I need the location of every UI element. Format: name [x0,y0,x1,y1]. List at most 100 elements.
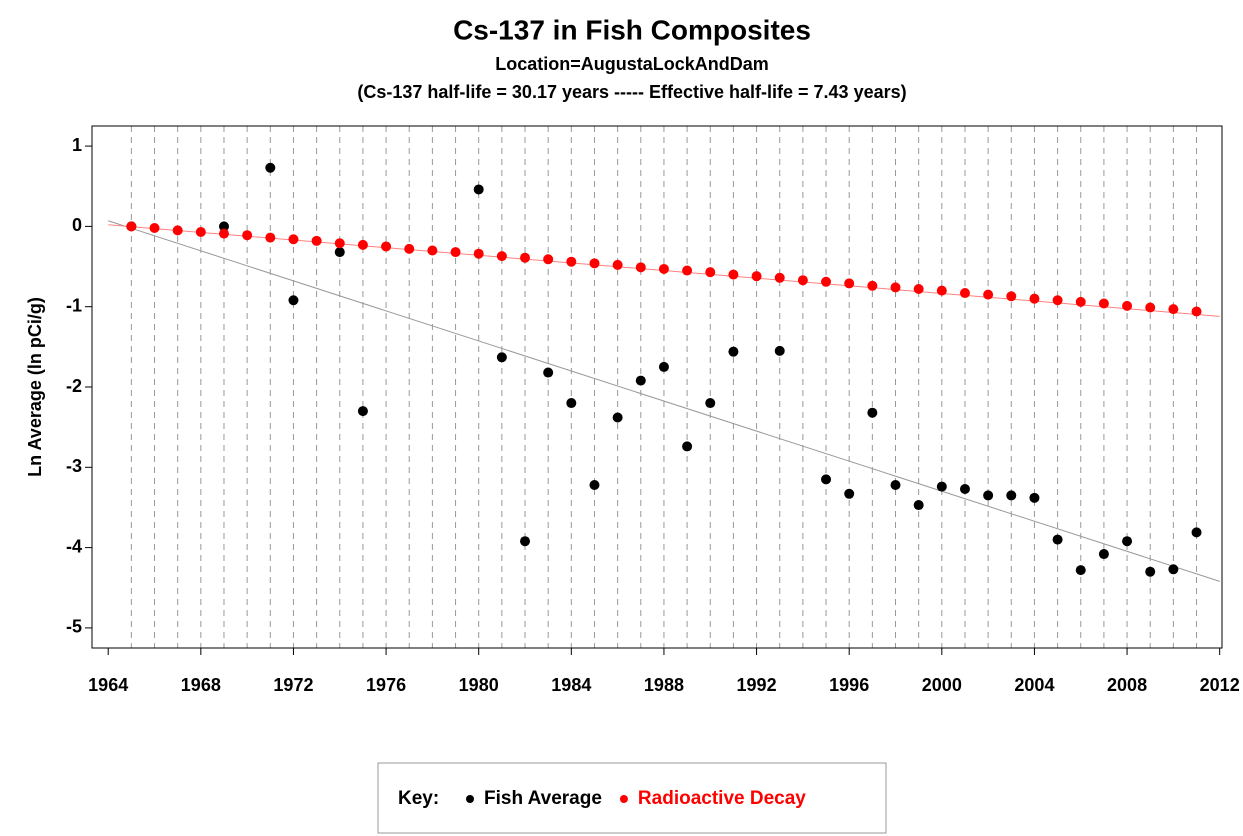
point [844,278,855,289]
point [589,479,600,490]
y-tick-label: 1 [72,135,82,155]
point [311,235,322,246]
x-tick-label: 1964 [88,675,128,695]
point [1029,293,1040,304]
chart-subtitle: Location=AugustaLockAndDam [495,54,769,74]
point [334,247,345,258]
point [1145,302,1156,313]
point [1052,295,1063,306]
x-tick-label: 1992 [737,675,777,695]
point [195,227,206,238]
point [566,256,577,267]
x-tick-label: 2004 [1014,675,1054,695]
legend-marker [466,795,474,803]
trend-line [108,220,1220,582]
point [682,265,693,276]
point [959,288,970,299]
point [728,269,739,280]
point [543,254,554,265]
point [774,345,785,356]
x-tick-label: 1976 [366,675,406,695]
point [496,352,507,363]
x-tick-label: 1988 [644,675,684,695]
point [1191,306,1202,317]
point [357,406,368,417]
point [821,276,832,287]
point [334,238,345,249]
point [1029,492,1040,503]
point [797,275,808,286]
point [1122,536,1133,547]
point [357,239,368,250]
y-tick-label: -4 [66,536,82,556]
point [496,251,507,262]
point [913,284,924,295]
point [890,479,901,490]
legend-marker [619,795,628,803]
point [728,346,739,357]
point [1006,291,1017,302]
point [172,225,183,236]
point [936,481,947,492]
y-tick-label: -3 [66,456,82,476]
x-tick-label: 2008 [1107,675,1147,695]
point [959,483,970,494]
point [589,258,600,269]
point [705,398,716,409]
x-tick-label: 1972 [273,675,313,695]
point [473,248,484,259]
point [658,263,669,274]
point [265,232,276,243]
chart-title: Cs-137 in Fish Composites [453,14,811,45]
point [450,247,461,258]
point [1122,300,1133,311]
point [427,245,438,256]
point [658,361,669,372]
point [774,272,785,283]
point [288,234,299,245]
point [218,221,229,232]
y-axis-label: Ln Average (ln pCi/g) [25,297,45,477]
point [404,243,415,254]
point [1191,527,1202,538]
legend-title: Key: [398,788,439,809]
point [844,488,855,499]
x-tick-label: 1968 [181,675,221,695]
point [1075,296,1086,307]
point [1006,490,1017,501]
y-tick-label: 0 [72,215,82,235]
point [265,162,276,173]
point [473,184,484,195]
legend-label: Fish Average [484,788,602,809]
point [751,271,762,282]
point [1098,298,1109,309]
point [1052,534,1063,545]
point [543,367,554,378]
point [520,536,531,547]
point [682,441,693,452]
x-tick-label: 1996 [829,675,869,695]
y-tick-label: -1 [66,295,82,315]
x-tick-label: 2000 [922,675,962,695]
point [566,398,577,409]
point [1168,304,1179,315]
y-tick-label: -2 [66,376,82,396]
point [242,230,253,241]
legend-label: Radioactive Decay [638,788,806,809]
point [983,490,994,501]
point [288,295,299,306]
point [867,280,878,291]
point [635,375,646,386]
point [612,259,623,270]
point [821,474,832,485]
point [381,241,392,252]
point [705,267,716,278]
point [936,285,947,296]
point [635,262,646,273]
legend-box [377,762,887,834]
point [890,282,901,293]
point [149,222,160,233]
point [1145,566,1156,577]
point [867,407,878,418]
